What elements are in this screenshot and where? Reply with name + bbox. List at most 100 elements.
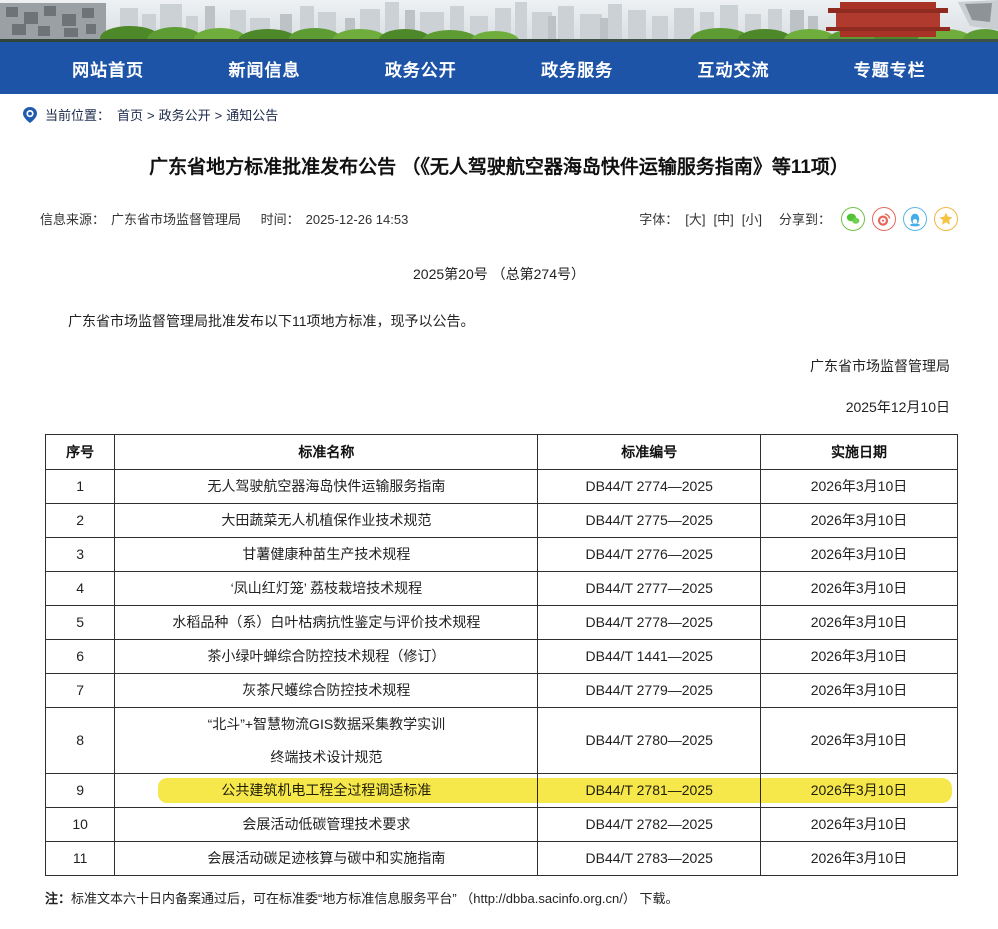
font-size-medium-button[interactable]: [中]	[713, 212, 734, 228]
table-row: 2 大田蔬菜无人机植保作业技术规范 DB44/T 2775—2025 2026年3月1…	[44, 502, 959, 538]
cell-index: 1	[44, 468, 116, 504]
cell-implementation-date: 2026年3月10日	[759, 570, 959, 606]
cell-index: 11	[44, 840, 116, 876]
wechat-icon[interactable]	[841, 206, 865, 231]
cell-standard-name: ‘凤山红灯笼’ 荔枝栽培技术规程	[114, 570, 539, 606]
location-pin-icon	[23, 106, 37, 123]
cell-implementation-date: 2026年3月10日	[759, 604, 959, 640]
cell-standard-name: 甘薯健康种苗生产技术规程	[114, 536, 539, 572]
cell-standard-name: 无人驾驶航空器海岛快件运输服务指南	[114, 468, 539, 504]
cell-standard-name: 会展活动低碳管理技术要求	[114, 806, 539, 842]
cell-standard-code: DB44/T 1441—2025	[537, 638, 761, 674]
weibo-icon[interactable]	[872, 206, 896, 231]
cell-implementation-date: 2026年3月10日	[759, 706, 959, 774]
share-label: 分享到：	[778, 212, 831, 228]
time-label: 时间：	[260, 212, 300, 228]
cell-index: 3	[44, 536, 116, 572]
breadcrumb-link-home[interactable]: 首页	[117, 108, 144, 123]
announcement-paragraph: 广东省市场监督管理局批准发布以下11项地方标准，现予以公告。	[68, 312, 475, 329]
nav-item-gov-affairs-open[interactable]: 政务公开	[384, 60, 457, 80]
time-value: 2025-12-26 14:53	[305, 212, 409, 228]
breadcrumb-link-notices[interactable]: 通知公告	[226, 108, 279, 123]
table-row: 7 灰茶尺蠖综合防控技术规程 DB44/T 2779—2025 2026年3月10日	[44, 672, 959, 708]
cell-index: 6	[44, 638, 116, 674]
cell-index: 7	[44, 672, 116, 708]
table-row: 10 会展活动低碳管理技术要求 DB44/T 2782—2025 2026年3月10日	[44, 806, 959, 842]
nav-item-gov-services[interactable]: 政务服务	[541, 60, 614, 80]
font-size-small-button[interactable]: [小]	[741, 212, 762, 228]
table-row: 8 “北斗”+智慧物流GIS数据采集教学实训 终端技术设计规范 DB44/T 2780…	[44, 706, 959, 774]
cell-implementation-date: 2026年3月10日	[759, 772, 959, 808]
table-row: 1 无人驾驶航空器海岛快件运输服务指南 DB44/T 2774—2025 2026年3…	[44, 468, 959, 504]
cell-standard-name: 大田蔬菜无人机植保作业技术规范	[114, 502, 539, 538]
breadcrumb-label: 当前位置：	[45, 108, 111, 123]
cell-standard-name: 公共建筑机电工程全过程调适标准	[114, 772, 539, 808]
column-header-index: 序号	[44, 433, 116, 470]
footnote: 注：标准文本六十日内备案通过后，可在标准委“地方标准信息服务平台” （http:…	[45, 888, 958, 907]
cell-standard-code: DB44/T 2781—2025	[537, 772, 761, 808]
column-header-standard-code: 标准编号	[537, 433, 761, 470]
signature-date: 2025年12月10日	[845, 398, 950, 415]
cell-index: 8	[44, 706, 116, 774]
column-header-implementation-date: 实施日期	[759, 433, 959, 470]
page-title: 广东省地方标准批准发布公告 （《无人驾驶航空器海岛快件运输服务指南》等11项）	[149, 157, 849, 178]
cell-standard-code: DB44/T 2775—2025	[537, 502, 761, 538]
table-header-row: 序号 标准名称 标准编号 实施日期	[44, 433, 959, 470]
pagoda-graphic	[826, 2, 950, 37]
footnote-text: 标准文本六十日内备案通过后，可在标准委“地方标准信息服务平台” （http://…	[71, 890, 679, 906]
cell-standard-code: DB44/T 2783—2025	[537, 840, 761, 876]
highlight-marker	[759, 777, 952, 803]
breadcrumb-link-gov-open[interactable]: 政务公开	[158, 108, 211, 123]
cell-standard-name: “北斗”+智慧物流GIS数据采集教学实训 终端技术设计规范	[114, 706, 539, 774]
nav-item-interaction[interactable]: 互动交流	[697, 60, 770, 80]
city-skyline-graphic	[0, 0, 998, 42]
column-header-standard-name: 标准名称	[114, 433, 539, 470]
cell-standard-code: DB44/T 2780—2025	[537, 706, 761, 774]
table-row: 5 水稻品种（系）白叶枯病抗性鉴定与评价技术规程 DB44/T 2778—2025 2…	[44, 604, 959, 640]
nav-item-home[interactable]: 网站首页	[72, 60, 145, 80]
cell-standard-code: DB44/T 2782—2025	[537, 806, 761, 842]
nav-item-special-topics[interactable]: 专题专栏	[853, 60, 926, 80]
cell-standard-code: DB44/T 2777—2025	[537, 570, 761, 606]
cell-implementation-date: 2026年3月10日	[759, 468, 959, 504]
cell-standard-code: DB44/T 2778—2025	[537, 604, 761, 640]
cell-implementation-date: 2026年3月10日	[759, 840, 959, 876]
cell-index: 9	[44, 772, 116, 808]
table-row: 3 甘薯健康种苗生产技术规程 DB44/T 2776—2025 2026年3月10日	[44, 536, 959, 572]
cell-standard-name: 灰茶尺蠖综合防控技术规程	[114, 672, 539, 708]
table-row: 4 ‘凤山红灯笼’ 荔枝栽培技术规程 DB44/T 2777—2025 2026年3月…	[44, 570, 959, 606]
cell-implementation-date: 2026年3月10日	[759, 672, 959, 708]
nav-item-news[interactable]: 新闻信息	[228, 60, 301, 80]
highlight-marker	[537, 777, 761, 803]
cell-standard-name: 水稻品种（系）白叶枯病抗性鉴定与评价技术规程	[114, 604, 539, 640]
main-navigation: 网站首页 新闻信息 政务公开 政务服务 互动交流 专题专栏	[0, 42, 998, 94]
font-size-label: 字体：	[639, 212, 679, 228]
cell-index: 4	[44, 570, 116, 606]
favorite-star-icon[interactable]	[934, 206, 958, 231]
article-content: 广东省地方标准批准发布公告 （《无人驾驶航空器海岛快件运输服务指南》等11项） …	[0, 155, 998, 907]
cell-implementation-date: 2026年3月10日	[759, 806, 959, 842]
cell-standard-code: DB44/T 2776—2025	[537, 536, 761, 572]
source-value: 广东省市场监督管理局	[111, 212, 242, 228]
cell-standard-code: DB44/T 2779—2025	[537, 672, 761, 708]
qq-icon[interactable]	[903, 206, 927, 231]
source-label: 信息来源：	[40, 212, 106, 228]
breadcrumb: 当前位置： 首页 > 政务公开 > 通知公告	[0, 94, 998, 133]
footnote-label: 注：	[45, 890, 72, 906]
cell-standard-code: DB44/T 2774—2025	[537, 468, 761, 504]
cell-index: 5	[44, 604, 116, 640]
cell-implementation-date: 2026年3月10日	[759, 638, 959, 674]
font-size-large-button[interactable]: [大]	[685, 212, 706, 228]
cell-index: 10	[44, 806, 116, 842]
cell-implementation-date: 2026年3月10日	[759, 536, 959, 572]
table-row: 6 茶小绿叶蝉综合防控技术规程（修订） DB44/T 1441—2025 2026年3…	[44, 638, 959, 674]
cell-implementation-date: 2026年3月10日	[759, 502, 959, 538]
cell-index: 2	[44, 502, 116, 538]
article-meta-bar: 信息来源： 广东省市场监督管理局 时间： 2025-12-26 14:53 字体： …	[40, 206, 958, 231]
cell-standard-name: 茶小绿叶蝉综合防控技术规程（修订）	[114, 638, 539, 674]
table-row: 11 会展活动碳足迹核算与碳中和实施指南 DB44/T 2783—2025 2026年…	[44, 840, 959, 876]
document-number: 2025第20号 （总第274号）	[413, 265, 585, 282]
table-row: 9 公共建筑机电工程全过程调适标准 DB44/T 2781—2025 2026年3月1…	[44, 772, 959, 808]
standards-table: 序号 标准名称 标准编号 实施日期 1 无人驾驶航空器海岛快件运输服务指南 DB44…	[44, 433, 959, 876]
header-banner-image	[0, 0, 998, 42]
